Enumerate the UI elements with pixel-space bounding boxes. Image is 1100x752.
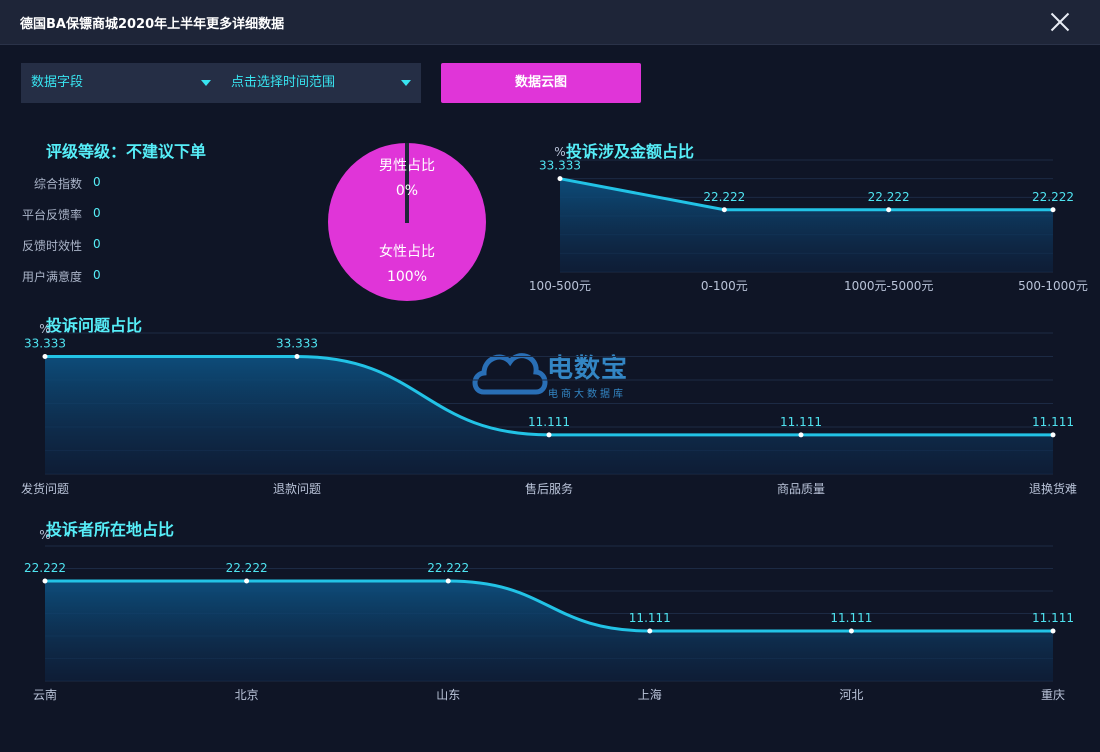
metric-label: 综合指数 (33, 177, 82, 191)
data-label: 33.333 (276, 337, 318, 351)
y-axis-unit-label: % (39, 322, 50, 336)
data-label: 22.222 (226, 561, 268, 575)
data-point (1050, 207, 1056, 213)
metric-value: 0 (93, 175, 101, 189)
amount-series-line (559, 177, 1053, 212)
time-range-select-label: 点击选择时间范围 (231, 75, 336, 90)
field-select[interactable]: 数据字段 (31, 63, 221, 103)
data-point (647, 628, 653, 634)
cloud-logo-icon (472, 353, 548, 395)
data-point (848, 628, 854, 634)
data-label: 33.333 (24, 337, 66, 351)
location-chart-title: 投诉者所在地占比 (46, 520, 175, 539)
window-title: 德国BA保镖商城2020年上半年更多详细数据 (20, 17, 285, 32)
data-label: 22.222 (427, 561, 469, 575)
metric-value: 0 (93, 237, 101, 251)
y-axis-unit-label: % (39, 528, 50, 542)
data-cloud-button[interactable]: 数据云图 (441, 63, 641, 103)
data-label: 11.111 (1032, 415, 1074, 429)
metric-value: 0 (93, 268, 101, 282)
female-share-value: 100% (386, 269, 428, 285)
data-label: 11.111 (830, 611, 872, 625)
data-point (244, 578, 250, 584)
category-tick-label: 云南 (33, 687, 57, 702)
male-share-value: 0% (395, 183, 419, 199)
title-bar: 德国BA保镖商城2020年上半年更多详细数据 (0, 0, 1100, 45)
data-label: 22.222 (868, 190, 910, 204)
location-series-line (45, 579, 1053, 633)
data-point (721, 207, 727, 213)
category-tick-label: 北京 (235, 688, 259, 702)
category-tick-label: 1000元-5000元 (844, 279, 933, 293)
data-point (546, 432, 552, 438)
issues-series-line (45, 355, 1053, 437)
data-point (886, 207, 892, 213)
data-label: 11.111 (780, 415, 822, 429)
data-label: 22.222 (24, 561, 66, 575)
watermark-brand: 电数宝 (547, 354, 629, 384)
data-label: 22.222 (1032, 190, 1074, 204)
data-point (42, 354, 48, 360)
edt-watermark-logo: 电数宝 电商大数据库 (470, 340, 640, 404)
filter-bar: 数据字段 点击选择时间范围 (21, 63, 421, 103)
issues-chart-title: 投诉问题占比 (46, 316, 143, 335)
category-tick-label: 0-100元 (701, 279, 748, 293)
issues-area-fill (45, 356, 1053, 474)
rating-title: 评级等级：不建议下单 (46, 142, 207, 161)
data-label: 33.333 (539, 159, 581, 173)
category-tick-label: 500-1000元 (1018, 279, 1088, 293)
time-range-select[interactable]: 点击选择时间范围 (231, 63, 416, 103)
field-select-label: 数据字段 (31, 75, 84, 90)
category-tick-label: 100-500元 (529, 279, 591, 293)
data-point (1050, 432, 1056, 438)
category-tick-label: 山东 (436, 688, 460, 702)
category-tick-label: 售后服务 (525, 481, 573, 496)
data-point (557, 176, 563, 182)
data-point (445, 578, 451, 584)
metric-label: 用户满意度 (21, 270, 82, 284)
male-share-label: 男性占比 (379, 158, 435, 174)
watermark-sub: 电商大数据库 (548, 389, 626, 400)
location-area-fill (45, 581, 1053, 681)
data-label: 11.111 (629, 611, 671, 625)
metric-label: 反馈时效性 (21, 239, 82, 253)
category-tick-label: 上海 (638, 687, 662, 702)
category-tick-label: 商品质量 (777, 481, 825, 496)
category-tick-label: 河北 (839, 688, 863, 702)
data-label: 22.222 (703, 190, 745, 204)
category-tick-label: 退换货难 (1029, 481, 1077, 496)
chevron-down-icon (201, 80, 211, 86)
metric-value: 0 (93, 206, 101, 220)
data-label: 11.111 (528, 415, 570, 429)
data-point (42, 578, 48, 584)
data-point (798, 432, 804, 438)
data-label: 11.111 (1032, 611, 1074, 625)
male-slice (405, 143, 409, 223)
category-tick-label: 重庆 (1041, 688, 1065, 702)
data-point (1050, 628, 1056, 634)
category-tick-label: 发货问题 (21, 481, 69, 496)
category-tick-label: 退款问题 (273, 482, 321, 496)
y-axis-unit-label: % (554, 145, 565, 159)
data-point (294, 354, 300, 360)
metric-label: 平台反馈率 (21, 208, 82, 222)
gender-pie-chart: 男性占比 0% 女性占比 100% (328, 143, 486, 301)
chevron-down-icon (401, 80, 411, 86)
amount-chart-title: 投诉涉及金额占比 (566, 142, 695, 161)
female-share-label: 女性占比 (379, 244, 435, 260)
